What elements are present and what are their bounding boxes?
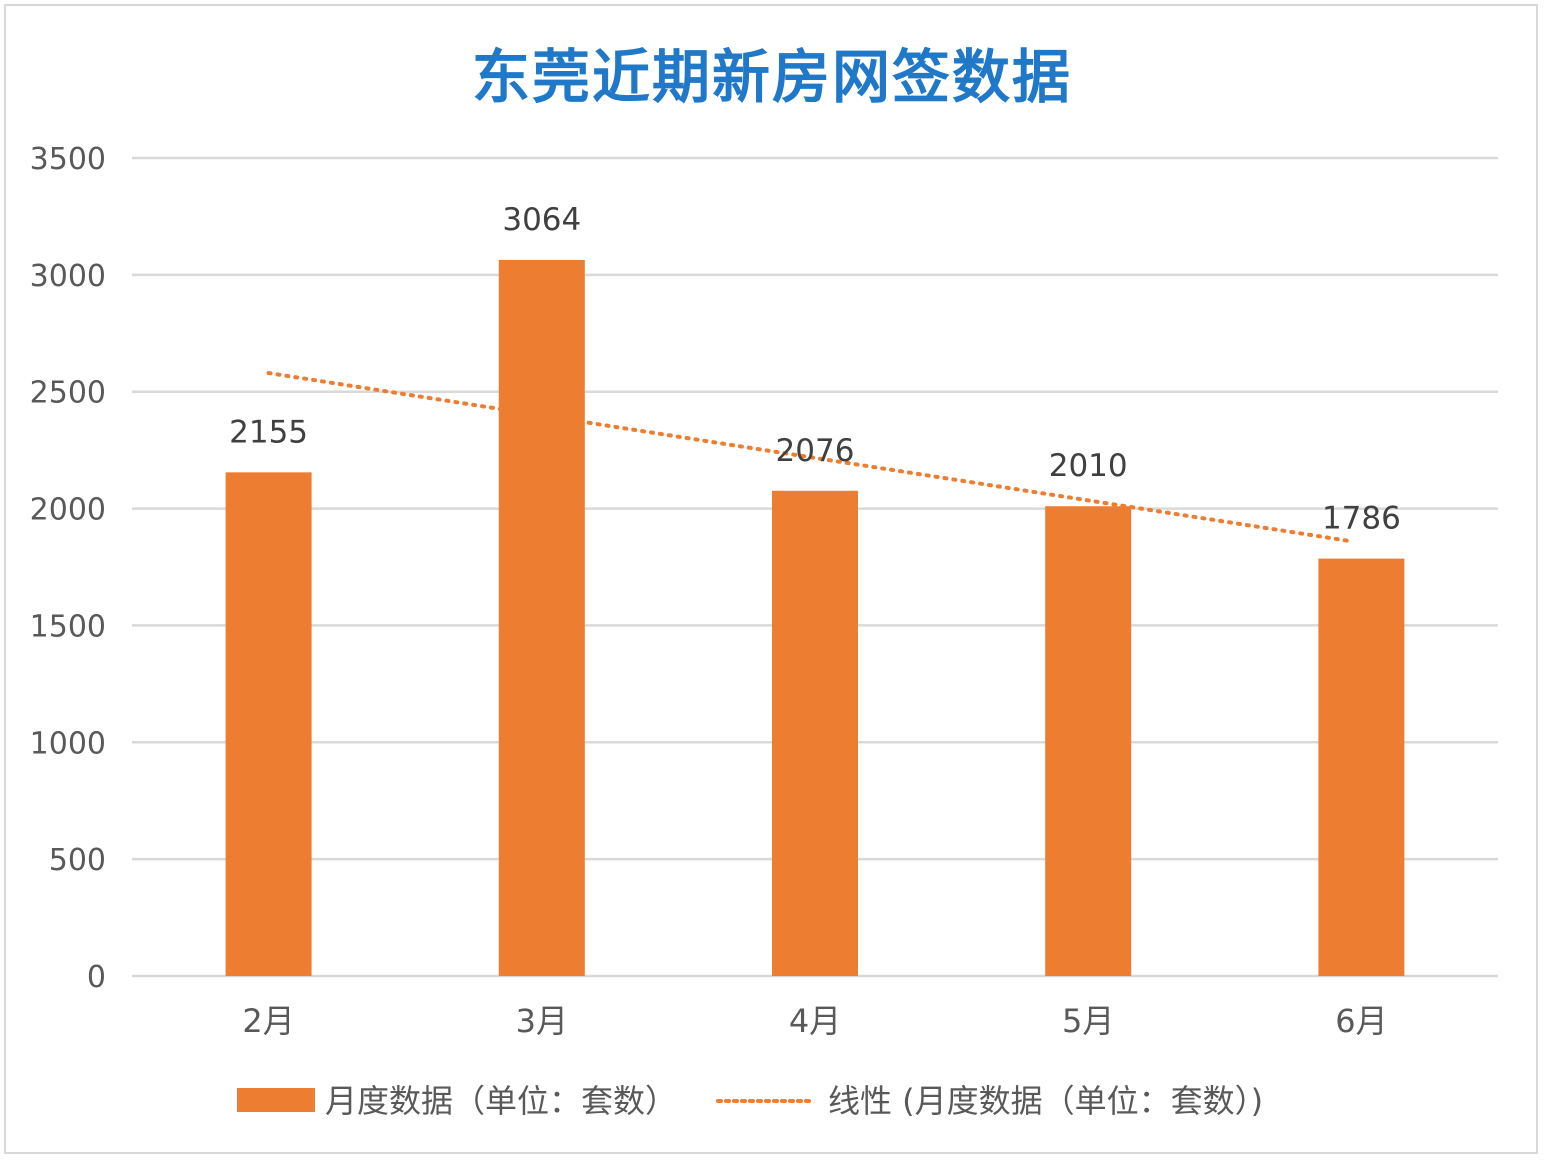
data-label: 3064 (502, 202, 581, 238)
bar (225, 472, 312, 976)
data-label: 2076 (776, 433, 855, 469)
x-tick-label: 3月 (516, 1002, 568, 1040)
chart-title: 东莞近期新房网签数据 (471, 43, 1072, 111)
data-labels: 2155 3064 2076 2010 1786 (229, 202, 1401, 537)
data-label: 2010 (1049, 448, 1128, 484)
y-axis-ticks: 0 500 1000 1500 2000 2500 3000 3500 (30, 142, 106, 995)
x-tick-label: 4月 (789, 1002, 841, 1040)
y-tick-label: 3500 (30, 142, 106, 177)
x-tick-label: 5月 (1062, 1002, 1114, 1040)
x-axis-ticks: 2月 3月 4月 5月 6月 (242, 1002, 1387, 1040)
bar-series (225, 259, 1405, 976)
y-tick-label: 2500 (30, 376, 106, 411)
data-label: 1786 (1322, 501, 1401, 537)
x-tick-label: 2月 (242, 1002, 294, 1040)
trendline (266, 371, 1354, 544)
y-tick-label: 1500 (30, 609, 106, 644)
bar (772, 490, 858, 976)
y-tick-label: 1000 (30, 726, 106, 761)
bar (1045, 506, 1132, 976)
legend: 月度数据（单位：套数） 线性 (月度数据（单位：套数）) (237, 1082, 1263, 1120)
y-tick-label: 500 (49, 843, 106, 878)
legend-swatch-bar (237, 1088, 315, 1112)
x-tick-label: 6月 (1335, 1002, 1387, 1040)
y-tick-label: 3000 (30, 259, 106, 294)
legend-label-bar: 月度数据（单位：套数） (325, 1082, 677, 1120)
y-tick-label: 0 (87, 960, 106, 995)
data-label: 2155 (229, 414, 308, 450)
legend-label-trendline: 线性 (月度数据（单位：套数）) (828, 1082, 1263, 1120)
bar (498, 259, 585, 976)
bar (1318, 558, 1405, 976)
y-tick-label: 2000 (30, 493, 106, 528)
trendline-path (266, 371, 1354, 544)
